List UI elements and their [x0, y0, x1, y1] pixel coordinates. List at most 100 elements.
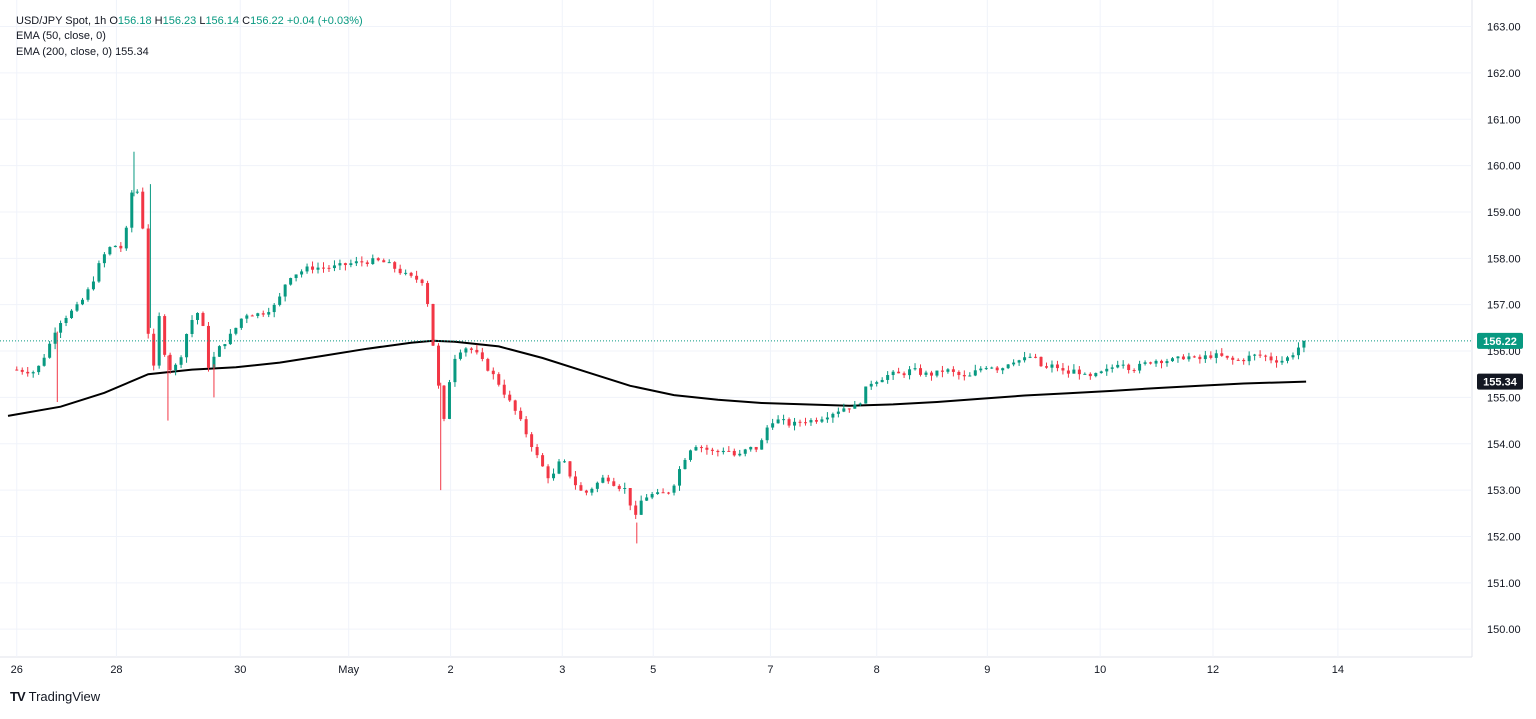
candle-body	[1236, 359, 1240, 361]
candle-body	[15, 369, 19, 371]
candle-body	[124, 227, 128, 249]
candle-body	[327, 267, 331, 269]
candle-body	[1264, 355, 1268, 357]
candle-body	[119, 245, 123, 249]
candle-body	[1247, 355, 1251, 362]
candle-body	[787, 419, 791, 426]
y-tick-label: 150.00	[1487, 624, 1521, 636]
candle-body	[929, 372, 933, 376]
candle-body	[606, 477, 610, 482]
close-label: C	[242, 15, 251, 27]
candle-body	[294, 274, 298, 279]
x-tick-label: 12	[1207, 664, 1219, 676]
candle-body	[1034, 356, 1038, 358]
candle-body	[645, 497, 649, 501]
candle-body	[316, 267, 320, 270]
y-tick-label: 153.00	[1487, 485, 1521, 497]
candle-body	[793, 421, 797, 426]
ema200-value: 155.34	[115, 46, 149, 58]
change-value: +0.04 (+0.03%)	[286, 15, 363, 27]
candle-body	[875, 382, 879, 384]
candle-body	[223, 344, 227, 347]
ema200-legend[interactable]: EMA (200, close, 0) 155.34	[16, 46, 149, 59]
ema50-legend[interactable]: EMA (50, close, 0)	[16, 30, 106, 43]
candle-body	[869, 383, 873, 387]
y-tick-label: 161.00	[1487, 114, 1521, 126]
y-tick-label: 152.00	[1487, 531, 1521, 543]
candle-body	[168, 354, 172, 371]
candle-body	[1083, 373, 1087, 375]
candle-body	[814, 420, 818, 422]
candle-body	[508, 394, 512, 401]
candle-body	[557, 461, 561, 474]
x-tick-label: 3	[559, 664, 565, 676]
candle-body	[201, 312, 205, 326]
candle-body	[721, 450, 725, 453]
candle-body	[1028, 356, 1032, 358]
candle-body	[469, 348, 473, 350]
candle-body	[37, 365, 41, 373]
candle-body	[552, 473, 556, 479]
candle-body	[1132, 370, 1136, 372]
candle-body	[415, 275, 419, 280]
candle-body	[678, 469, 682, 486]
candle-body	[546, 466, 550, 479]
candle-body	[475, 349, 479, 353]
candle-body	[80, 299, 84, 305]
candle-body	[1275, 360, 1279, 363]
candle-body	[853, 404, 857, 409]
candle-body	[782, 419, 786, 421]
candle-body	[196, 312, 200, 320]
candle-body	[502, 384, 506, 395]
y-tick-label: 158.00	[1487, 253, 1521, 265]
low-value: 156.14	[205, 15, 240, 27]
candle-body	[1017, 360, 1021, 363]
candle-body	[754, 446, 758, 450]
candle-body	[113, 245, 117, 248]
candle-body	[688, 450, 692, 460]
tradingview-brand[interactable]: TV TradingView	[10, 689, 100, 704]
candle-body	[387, 262, 391, 264]
candle-body	[902, 373, 906, 376]
close-value: 156.22	[250, 15, 284, 27]
candle-body	[1039, 356, 1043, 367]
open-label: O	[109, 15, 118, 27]
candle-body	[579, 485, 583, 491]
candle-body	[267, 312, 271, 315]
candle-body	[97, 263, 101, 282]
candle-body	[913, 368, 917, 370]
candle-body	[1225, 355, 1229, 358]
candle-body	[973, 370, 977, 376]
candle-body	[1050, 364, 1054, 368]
candle-body	[1154, 360, 1158, 364]
symbol-label[interactable]: USD/JPY Spot, 1h	[16, 15, 107, 27]
candle-body	[300, 271, 304, 275]
candle-body	[398, 268, 402, 274]
candle-body	[1099, 371, 1103, 374]
candle-body	[1121, 364, 1125, 366]
candle-body	[1138, 363, 1142, 371]
candle-body	[48, 343, 52, 358]
candle-body	[91, 281, 95, 290]
candle-body	[1088, 373, 1092, 377]
candle-body	[141, 191, 145, 229]
x-tick-label: May	[338, 664, 359, 676]
candle-body	[919, 368, 923, 375]
candle-body	[1012, 362, 1016, 365]
candle-body	[634, 505, 638, 515]
candle-body	[710, 449, 714, 451]
candle-body	[562, 461, 566, 463]
candle-body	[530, 434, 534, 448]
candle-body	[431, 303, 435, 346]
candle-body	[612, 481, 616, 486]
candle-body	[458, 352, 462, 359]
candle-body	[1198, 356, 1202, 360]
y-tick-label: 154.00	[1487, 439, 1521, 451]
candle-body	[990, 367, 994, 369]
candle-body	[365, 262, 369, 265]
candle-body	[185, 333, 189, 358]
candle-body	[1094, 373, 1098, 377]
x-tick-label: 8	[874, 664, 880, 676]
candle-body	[601, 477, 605, 483]
